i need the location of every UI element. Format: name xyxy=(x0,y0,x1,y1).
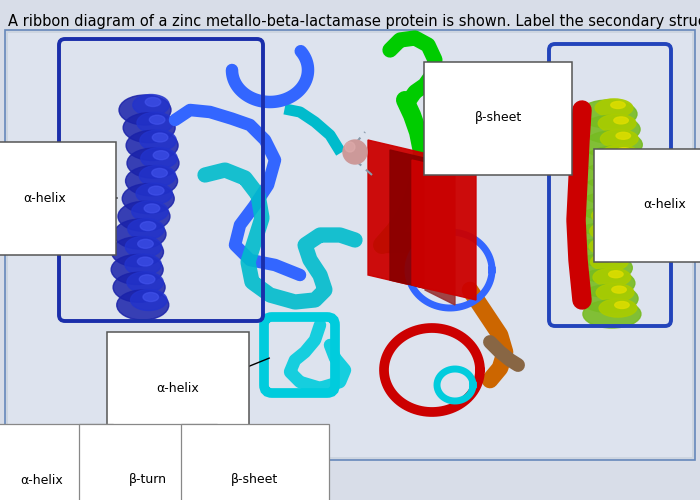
Ellipse shape xyxy=(113,272,165,302)
Ellipse shape xyxy=(111,254,163,284)
Ellipse shape xyxy=(589,238,627,256)
Ellipse shape xyxy=(582,177,640,205)
Ellipse shape xyxy=(585,146,643,174)
Ellipse shape xyxy=(601,130,638,148)
Ellipse shape xyxy=(118,202,170,232)
Ellipse shape xyxy=(612,286,626,293)
Ellipse shape xyxy=(573,223,631,251)
Ellipse shape xyxy=(606,224,620,232)
Ellipse shape xyxy=(345,142,355,152)
Ellipse shape xyxy=(594,191,632,210)
Ellipse shape xyxy=(599,299,637,317)
Ellipse shape xyxy=(575,208,634,236)
Ellipse shape xyxy=(589,222,627,240)
Text: Answer Bank: Answer Bank xyxy=(97,438,199,452)
Ellipse shape xyxy=(140,222,156,230)
Ellipse shape xyxy=(574,254,632,282)
Ellipse shape xyxy=(127,148,179,178)
Ellipse shape xyxy=(136,183,172,204)
Ellipse shape xyxy=(137,112,174,133)
Ellipse shape xyxy=(343,140,367,164)
Ellipse shape xyxy=(139,275,155,284)
Ellipse shape xyxy=(614,117,629,124)
Ellipse shape xyxy=(573,238,631,266)
Ellipse shape xyxy=(579,100,637,128)
Ellipse shape xyxy=(143,292,159,302)
Text: β-sheet: β-sheet xyxy=(232,474,279,486)
Ellipse shape xyxy=(117,290,169,320)
Ellipse shape xyxy=(153,133,168,142)
Ellipse shape xyxy=(131,290,167,310)
Ellipse shape xyxy=(132,201,168,222)
Ellipse shape xyxy=(601,145,639,164)
Ellipse shape xyxy=(126,130,178,160)
Ellipse shape xyxy=(580,284,638,312)
Ellipse shape xyxy=(616,163,630,170)
Ellipse shape xyxy=(598,176,636,194)
Ellipse shape xyxy=(578,192,636,220)
Polygon shape xyxy=(412,160,476,300)
Ellipse shape xyxy=(595,99,633,117)
Ellipse shape xyxy=(584,162,642,190)
Ellipse shape xyxy=(125,166,178,196)
Ellipse shape xyxy=(153,150,169,160)
Ellipse shape xyxy=(584,131,643,159)
Ellipse shape xyxy=(617,148,631,154)
Polygon shape xyxy=(425,130,455,305)
Ellipse shape xyxy=(125,236,162,258)
Ellipse shape xyxy=(615,302,629,308)
Text: β-sheet: β-sheet xyxy=(475,112,522,124)
Ellipse shape xyxy=(144,204,160,213)
Ellipse shape xyxy=(608,270,623,278)
Ellipse shape xyxy=(137,257,153,266)
Text: β-turn: β-turn xyxy=(129,474,167,486)
Ellipse shape xyxy=(152,168,167,177)
Ellipse shape xyxy=(125,254,162,275)
Ellipse shape xyxy=(133,94,169,116)
Text: α-helix: α-helix xyxy=(643,198,687,211)
Ellipse shape xyxy=(605,240,620,247)
Ellipse shape xyxy=(119,95,171,125)
Ellipse shape xyxy=(577,269,635,297)
Polygon shape xyxy=(390,150,454,295)
Ellipse shape xyxy=(111,237,164,267)
Ellipse shape xyxy=(607,209,622,216)
Ellipse shape xyxy=(598,114,636,132)
Ellipse shape xyxy=(114,219,166,249)
Text: A ribbon diagram of a zinc metallo-beta-lactamase protein is shown. Label the se: A ribbon diagram of a zinc metallo-beta-… xyxy=(8,14,700,29)
Text: α-helix: α-helix xyxy=(157,382,200,394)
Ellipse shape xyxy=(582,116,640,143)
Text: α-helix: α-helix xyxy=(24,192,66,204)
Polygon shape xyxy=(368,140,432,290)
Ellipse shape xyxy=(138,240,153,248)
Ellipse shape xyxy=(610,102,625,108)
Ellipse shape xyxy=(127,272,163,293)
FancyBboxPatch shape xyxy=(0,452,295,500)
Ellipse shape xyxy=(593,268,631,286)
FancyBboxPatch shape xyxy=(0,432,295,458)
Ellipse shape xyxy=(610,194,624,201)
Ellipse shape xyxy=(122,184,174,214)
Ellipse shape xyxy=(592,206,629,225)
Ellipse shape xyxy=(145,98,161,106)
Ellipse shape xyxy=(583,300,641,328)
Ellipse shape xyxy=(591,252,628,271)
Ellipse shape xyxy=(140,130,176,151)
Ellipse shape xyxy=(148,186,164,195)
Ellipse shape xyxy=(596,284,634,302)
Ellipse shape xyxy=(149,115,165,124)
FancyBboxPatch shape xyxy=(5,30,695,460)
Ellipse shape xyxy=(128,218,164,240)
Text: α-helix: α-helix xyxy=(20,474,64,486)
Ellipse shape xyxy=(141,148,177,169)
Ellipse shape xyxy=(606,256,621,262)
Ellipse shape xyxy=(123,112,175,142)
Ellipse shape xyxy=(616,132,631,140)
Ellipse shape xyxy=(139,166,176,186)
FancyBboxPatch shape xyxy=(8,33,692,457)
Ellipse shape xyxy=(600,160,638,178)
Ellipse shape xyxy=(613,178,628,186)
